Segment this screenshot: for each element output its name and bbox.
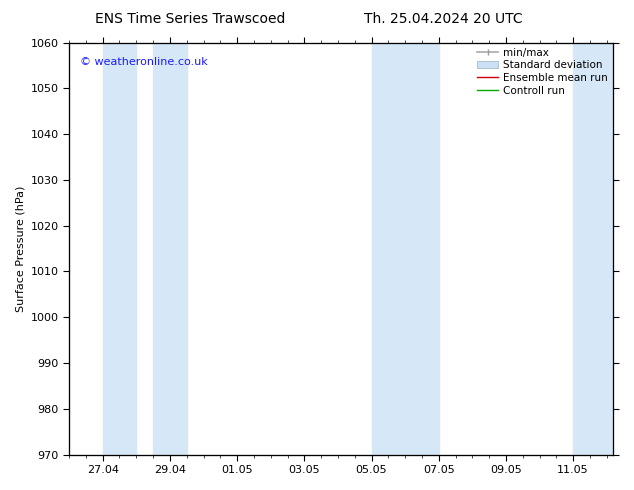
Y-axis label: Surface Pressure (hPa): Surface Pressure (hPa) (15, 185, 25, 312)
Text: Th. 25.04.2024 20 UTC: Th. 25.04.2024 20 UTC (365, 12, 523, 26)
Bar (405, 43, 439, 455)
Bar (573, 43, 614, 455)
Text: © weatheronline.co.uk: © weatheronline.co.uk (80, 57, 208, 67)
Legend: min/max, Standard deviation, Ensemble mean run, Controll run: min/max, Standard deviation, Ensemble me… (474, 45, 611, 99)
Text: ENS Time Series Trawscoed: ENS Time Series Trawscoed (95, 12, 285, 26)
Bar (103, 43, 136, 455)
Bar (372, 43, 405, 455)
Bar (153, 43, 186, 455)
